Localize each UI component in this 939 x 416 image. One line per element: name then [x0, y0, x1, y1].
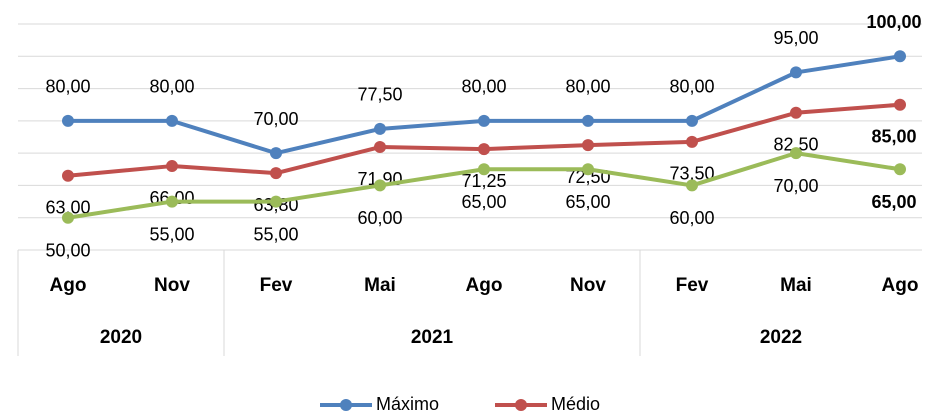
data-point	[270, 195, 282, 208]
data-point	[478, 114, 490, 127]
legend-label: Máximo	[376, 394, 439, 414]
data-point	[790, 66, 802, 79]
data-label: 95,00	[773, 28, 818, 48]
data-point	[686, 135, 698, 148]
x-tick-label: Fev	[260, 275, 293, 296]
x-tick-label: Ago	[466, 275, 503, 296]
data-point	[478, 163, 490, 176]
data-label: 60,00	[357, 208, 402, 228]
data-label: 80,00	[565, 77, 610, 97]
x-group-label: 2021	[411, 327, 454, 348]
data-point	[894, 163, 906, 176]
data-point	[62, 211, 74, 224]
data-label: 50,00	[45, 240, 90, 260]
data-label: 65,00	[871, 192, 916, 212]
data-label: 65,00	[461, 192, 506, 212]
data-point	[894, 98, 906, 111]
data-point	[374, 122, 386, 135]
data-label: 80,00	[45, 77, 90, 97]
data-point	[166, 114, 178, 127]
data-label: 60,00	[669, 208, 714, 228]
data-point	[374, 141, 386, 154]
data-label: 77,50	[357, 85, 402, 105]
data-label: 100,00	[866, 12, 921, 32]
x-tick-label: Nov	[154, 275, 190, 296]
data-point	[790, 106, 802, 119]
legend-marker	[515, 399, 527, 411]
data-point	[686, 179, 698, 192]
x-tick-label: Mai	[364, 275, 396, 296]
data-label: 70,00	[773, 176, 818, 196]
data-point	[894, 50, 906, 63]
x-tick-label: Mai	[780, 275, 812, 296]
data-point	[790, 147, 802, 160]
data-label: 80,00	[149, 77, 194, 97]
data-point	[478, 143, 490, 156]
data-point	[270, 147, 282, 160]
data-label: 85,00	[871, 126, 916, 146]
data-label: 63,00	[45, 197, 90, 217]
x-tick-label: Ago	[882, 275, 919, 296]
data-label: 82,50	[773, 135, 818, 155]
data-label: 73,50	[669, 164, 714, 184]
x-tick-label: Nov	[570, 275, 606, 296]
data-label: 80,00	[669, 77, 714, 97]
legend-marker	[340, 399, 352, 411]
data-point	[270, 167, 282, 180]
data-point	[62, 169, 74, 182]
data-point	[374, 179, 386, 192]
data-point	[166, 160, 178, 173]
x-tick-label: Fev	[676, 275, 709, 296]
data-label: 70,00	[253, 109, 298, 129]
data-point	[582, 139, 594, 152]
data-point	[686, 114, 698, 127]
data-point	[62, 114, 74, 127]
data-label: 80,00	[461, 77, 506, 97]
data-label: 71,25	[461, 171, 506, 191]
data-label: 65,00	[565, 192, 610, 212]
x-group-label: 2022	[760, 327, 802, 348]
data-point	[582, 163, 594, 176]
data-label: 55,00	[253, 224, 298, 244]
legend-label: Médio	[551, 394, 600, 414]
data-point	[166, 195, 178, 208]
data-point	[582, 114, 594, 127]
x-group-label: 2020	[100, 327, 142, 348]
data-label: 55,00	[149, 224, 194, 244]
x-tick-label: Ago	[50, 275, 87, 296]
